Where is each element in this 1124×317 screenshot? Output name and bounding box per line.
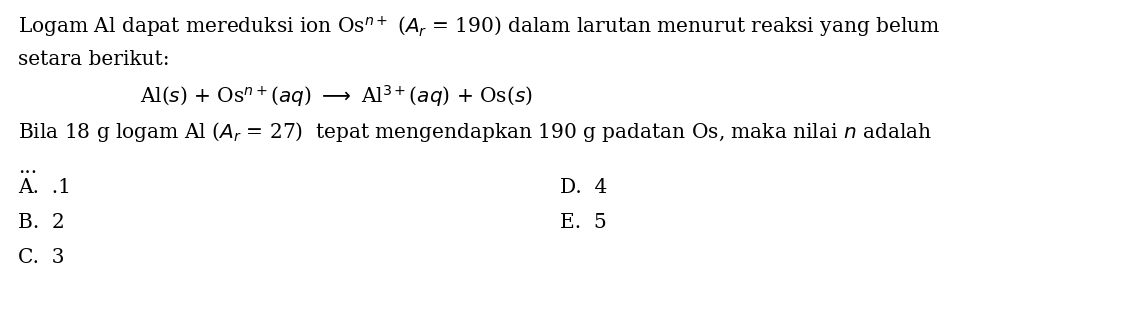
Text: B.  2: B. 2 <box>18 213 65 232</box>
Text: setara berikut:: setara berikut: <box>18 50 170 69</box>
Text: ...: ... <box>18 158 37 177</box>
Text: Al($s$) + Os$^{n+}$($aq$) $\longrightarrow$ Al$^{3+}$($aq$) + Os($s$): Al($s$) + Os$^{n+}$($aq$) $\longrightarr… <box>140 83 533 109</box>
Text: Logam Al dapat mereduksi ion Os$^{n+}$ ($A_r$ = 190) dalam larutan menurut reaks: Logam Al dapat mereduksi ion Os$^{n+}$ (… <box>18 15 941 40</box>
Text: E.  5: E. 5 <box>560 213 607 232</box>
Text: A.  .1: A. .1 <box>18 178 71 197</box>
Text: C.  3: C. 3 <box>18 248 64 267</box>
Text: Bila 18 g logam Al ($A_r$ = 27)  tepat mengendapkan 190 g padatan Os, maka nilai: Bila 18 g logam Al ($A_r$ = 27) tepat me… <box>18 120 932 144</box>
Text: D.  4: D. 4 <box>560 178 607 197</box>
